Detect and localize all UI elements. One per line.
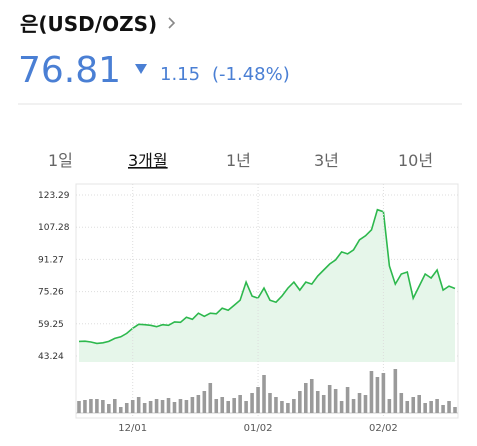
volume-bar <box>166 398 171 413</box>
volume-bar <box>130 400 135 413</box>
change-percent: (-1.48%) <box>212 64 290 85</box>
volume-bar <box>196 395 201 413</box>
volume-bar <box>142 403 147 413</box>
volume-bar <box>190 397 195 413</box>
volume-bar <box>172 402 177 413</box>
tab[interactable]: 1일 <box>48 151 73 170</box>
volume-bar <box>405 401 410 413</box>
volume-bar <box>262 375 266 413</box>
y-tick-label: 43.24 <box>38 352 64 362</box>
volume-bar <box>369 371 374 413</box>
y-tick-label: 91.27 <box>38 255 64 265</box>
tab[interactable]: 1년 <box>226 151 251 170</box>
tab[interactable]: 3년 <box>314 151 339 170</box>
volume-bar <box>95 399 99 413</box>
volume-bar <box>160 400 165 413</box>
volume-bar <box>315 391 320 413</box>
volume-bar <box>399 393 404 413</box>
volume-bar <box>381 373 386 413</box>
volume-bar <box>429 401 433 413</box>
volume-bar <box>89 399 93 413</box>
volume-bar <box>202 391 207 413</box>
volume-bar <box>214 399 219 413</box>
volume-bar <box>101 400 105 413</box>
volume-bar <box>250 393 254 413</box>
x-tick-label: 01/02 <box>244 423 273 434</box>
change: 1.15 <box>160 64 200 85</box>
volume-bar <box>333 389 338 413</box>
volume-bar <box>411 397 416 413</box>
volume-bar <box>124 403 129 413</box>
volume-bar <box>345 387 350 413</box>
volume-bar <box>220 397 225 413</box>
volume-bar <box>286 403 290 413</box>
volume-bar <box>154 399 159 413</box>
volume-bar <box>339 401 344 413</box>
volume-bar <box>393 369 398 413</box>
volume-bar <box>274 397 278 413</box>
volume-bar <box>357 393 362 413</box>
volume-bar <box>244 401 248 413</box>
title[interactable]: 은(USD/OZS) <box>20 12 157 36</box>
x-tick-label: 02/02 <box>369 423 398 434</box>
volume-bar <box>148 401 153 413</box>
price: 76.81 <box>18 50 121 91</box>
price-line <box>78 208 456 345</box>
y-tick-label: 59.25 <box>38 320 64 330</box>
volume-bar <box>351 399 356 413</box>
volume-bar <box>363 395 368 413</box>
volume-bar <box>304 383 308 413</box>
volume-bar <box>118 407 123 413</box>
volume-bar <box>107 404 111 413</box>
volume-bar <box>256 387 260 413</box>
volume-bar <box>268 393 272 413</box>
volume-bar <box>441 405 445 413</box>
volume-bar <box>309 379 314 413</box>
volume-bar <box>375 377 380 413</box>
volume-bar <box>321 395 326 413</box>
volume-bar <box>238 395 242 413</box>
tab[interactable]: 3개월 <box>128 151 168 170</box>
chevron[interactable] <box>168 17 176 29</box>
volume-bar <box>423 403 427 413</box>
volume-bar <box>178 399 183 413</box>
volume-bar <box>226 401 230 413</box>
chart-frame <box>75 183 459 419</box>
volume-bar <box>417 395 421 413</box>
x-tick-label: 12/01 <box>118 423 147 434</box>
volume-bar <box>292 399 296 413</box>
volume-bar <box>184 400 189 413</box>
volume-bar <box>298 391 302 413</box>
volume-bar <box>447 401 451 413</box>
volume-bar <box>208 383 213 413</box>
volume-bar <box>113 399 117 413</box>
volume-bar <box>387 399 392 413</box>
y-tick-label: 107.28 <box>38 223 70 233</box>
volume-bar <box>136 397 141 413</box>
volume-bar <box>280 401 284 413</box>
volume-bar <box>453 407 457 413</box>
y-tick-label: 75.26 <box>38 288 64 298</box>
volume-bar <box>232 398 236 413</box>
y-tick-label: 123.29 <box>38 191 70 201</box>
tab[interactable]: 10년 <box>398 151 433 170</box>
down-arrow <box>135 64 147 74</box>
area <box>78 209 456 362</box>
volume-bar <box>327 385 332 413</box>
volume-bar <box>83 400 87 413</box>
volume-bar <box>435 399 439 413</box>
volume-bar <box>77 401 81 413</box>
